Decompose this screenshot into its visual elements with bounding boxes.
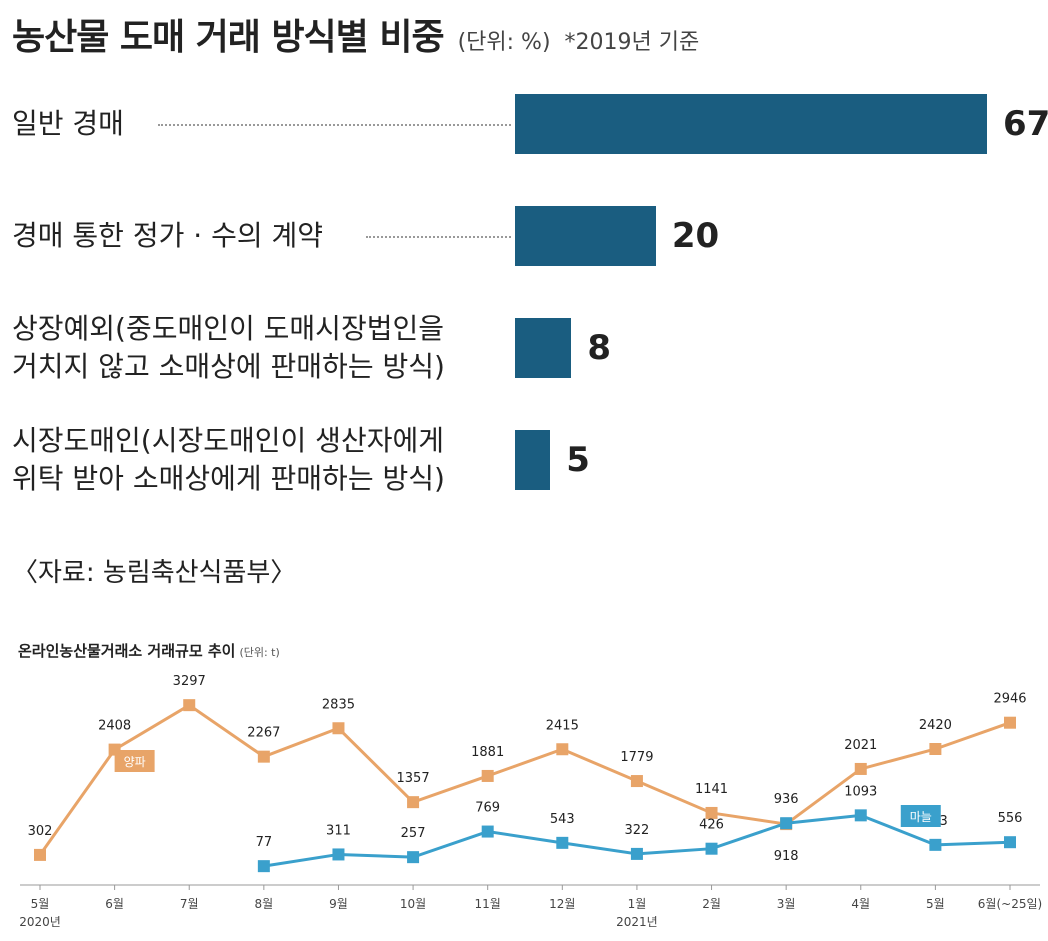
bar-label-line: 위탁 받아 소매상에게 판매하는 방식) [12,462,445,495]
line-chart-unit: (단위: t) [239,646,280,659]
x-tick-label: 10월 [400,897,426,911]
x-tick-label: 12월 [549,897,575,911]
bar-label-line: 시장도매인(시장도매인이 생산자에게 [12,424,444,457]
x-tick-label: 5월 [926,897,945,911]
bar-label: 일반 경매 [12,105,124,143]
data-label: 2415 [546,718,579,733]
x-tick-label: 6월(~25일) [978,897,1042,911]
data-point [854,809,867,822]
data-point [332,722,345,735]
data-label: 3297 [173,674,206,689]
data-point [257,750,270,763]
data-point [705,806,718,819]
bar-value-label: 20 [671,216,720,256]
bar-value-label: 67 [1003,104,1048,144]
data-label: 936 [774,792,799,807]
data-point [257,860,270,873]
series-tag-label: 마늘 [910,810,932,824]
line-chart-title-text: 온라인농산물거래소 거래규모 추이 [18,642,236,660]
data-point [34,848,46,861]
data-label: 1141 [695,782,728,797]
leader-line [366,236,511,238]
x-tick-label: 2월 [702,897,721,911]
unit-note: (단위: %) [457,30,551,55]
data-label: 2021 [844,738,877,753]
x-sub-label: 2020년 [19,915,61,929]
data-point [630,775,643,788]
data-point [1004,836,1016,849]
x-tick-label: 3월 [777,897,796,911]
data-label: 769 [475,801,500,816]
x-sub-label: 2021년 [616,915,658,929]
line-chart-title: 온라인농산물거래소 거래규모 추이 (단위: t) [18,640,280,661]
series-line-onion [38,703,1011,856]
data-label: 322 [625,823,650,838]
data-label: 257 [401,826,426,841]
bar-label: 경매 통한 정가 · 수의 계약 [12,217,323,255]
series-tag [114,750,155,772]
data-label: 556 [998,811,1023,826]
data-label: 543 [550,812,575,827]
data-point [630,847,643,860]
data-label: 2835 [322,697,355,712]
base-year-note: *2019년 기준 [564,30,700,55]
x-tick-label: 11월 [475,897,501,911]
data-label: 426 [699,818,724,833]
data-point [705,842,718,855]
data-label: 1093 [844,784,877,799]
data-label: 2420 [919,718,952,733]
x-tick-label: 4월 [851,897,870,911]
data-point [854,762,867,775]
data-point [481,825,494,838]
bar [515,206,656,266]
bar-label-line: 상장예외(중도매인이 도매시장법인을 [12,312,444,345]
bar [515,318,572,378]
bar [515,94,987,154]
data-label: 2408 [98,719,131,734]
data-label: 77 [256,835,273,850]
title-row: 농산물 도매 거래 방식별 비중 (단위: %) *2019년 기준 [12,8,699,58]
page-title: 농산물 도매 거래 방식별 비중 [12,17,445,58]
series-tag [900,805,941,827]
data-label: 918 [774,849,799,864]
x-tick-label: 1월 [628,897,647,911]
x-tick-label: 8월 [255,897,274,911]
bar-label-line: 거치지 않고 소매상에 판매하는 방식) [12,350,445,383]
data-label: 302 [28,824,53,839]
bar-label-line: 경매 통한 정가 · 수의 계약 [12,219,324,252]
series-tag-label: 양파 [124,755,146,769]
data-point [407,851,420,864]
data-label: 1357 [397,771,430,786]
data-label: 1779 [620,750,653,765]
data-point [556,836,569,849]
x-tick-label: 9월 [329,897,348,911]
data-point [183,699,196,712]
data-point [780,817,793,830]
line-chart: 5월 2020년 6월 7월 8월 9월 10월 11월 12월 1월 2021년 2월 3월 4월 5월 6… [19,674,1042,929]
data-label: 1881 [471,745,504,760]
x-tick-label: 6월 [105,897,124,911]
data-point [407,796,420,809]
x-tick-label: 5월 [31,897,50,911]
data-label: 2267 [247,726,280,741]
bar-value-label: 8 [587,328,612,368]
data-label: 311 [326,823,351,838]
source-note: 〈자료: 농림축산식품부〉 [12,558,297,588]
bar-label-line: 일반 경매 [12,107,124,140]
data-point [481,769,494,782]
data-point [929,838,942,851]
data-point [1004,716,1016,729]
data-point [929,743,942,755]
data-point [556,743,569,756]
x-tick-label: 7월 [180,897,199,911]
leader-line [158,124,511,126]
data-label: 2946 [993,692,1026,707]
bar-value-label: 5 [566,440,590,480]
data-point [332,848,345,861]
bar [515,430,551,490]
